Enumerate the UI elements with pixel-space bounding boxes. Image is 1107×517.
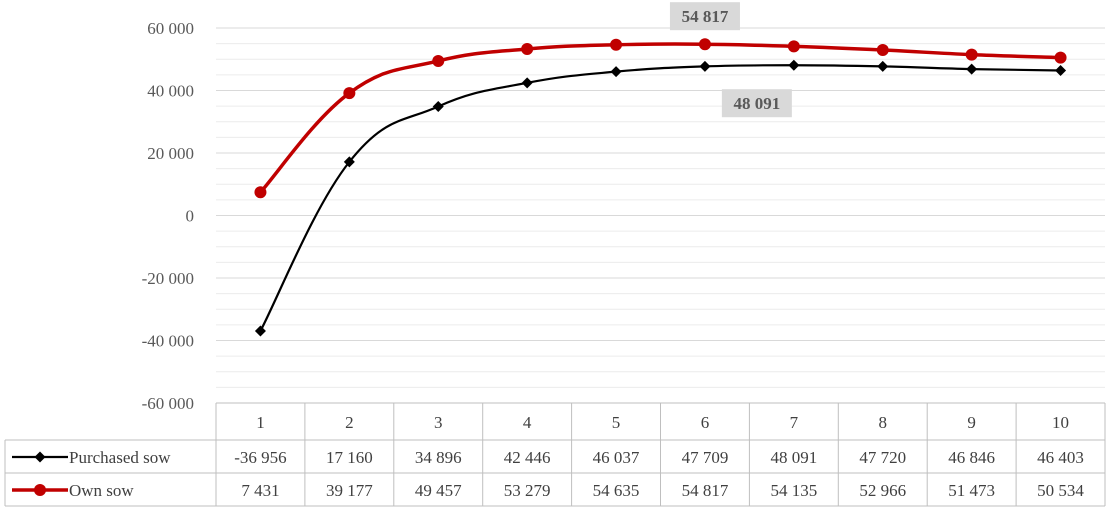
y-tick-label: -40 000 [142, 332, 194, 351]
table-cell-value: 53 279 [504, 481, 551, 500]
table-cell-value: 49 457 [415, 481, 462, 500]
data-point [343, 87, 356, 100]
table-cell-value: 17 160 [326, 448, 373, 467]
data-point [1055, 64, 1067, 76]
data-point [521, 43, 534, 56]
series-line [259, 64, 1062, 333]
table-cell-value: 46 403 [1037, 448, 1084, 467]
category-label: 5 [612, 413, 621, 432]
data-point [521, 77, 533, 89]
table-cell-value: 50 534 [1037, 481, 1084, 500]
table-cell-value: 7 431 [241, 481, 279, 500]
table-cell-value: 54 135 [770, 481, 817, 500]
table-cell-value: 54 817 [682, 481, 729, 500]
table-cell-value: 47 720 [859, 448, 906, 467]
callout-label: 54 817 [682, 7, 729, 26]
table-cell-value: 46 037 [593, 448, 640, 467]
y-tick-label: 20 000 [147, 144, 194, 163]
data-point [254, 325, 266, 337]
callout-label: 48 091 [733, 94, 780, 113]
category-label: 10 [1052, 413, 1069, 432]
callout-box [669, 2, 740, 31]
category-label: 6 [701, 413, 710, 432]
data-point [788, 59, 800, 71]
data-point [610, 66, 622, 78]
table-cell-value: 34 896 [415, 448, 462, 467]
data-point [876, 43, 889, 56]
category-label: 9 [967, 413, 976, 432]
category-label: 8 [879, 413, 888, 432]
data-point [966, 63, 978, 75]
table-cell-value: 48 091 [770, 448, 817, 467]
y-tick-label: -20 000 [142, 269, 194, 288]
callout-box [721, 89, 792, 118]
y-tick-label: 60 000 [147, 19, 194, 38]
data-point [787, 40, 800, 53]
table-cell-value: 42 446 [504, 448, 551, 467]
category-label: 2 [345, 413, 354, 432]
series-line [258, 42, 1063, 195]
table-cell-value: 39 177 [326, 481, 373, 500]
data-point [432, 100, 444, 112]
data-point [1054, 51, 1067, 64]
table-cell-value: 46 846 [948, 448, 995, 467]
y-tick-label: 0 [186, 207, 195, 226]
y-tick-label: -60 000 [142, 394, 194, 413]
table-cell-value: 54 635 [593, 481, 640, 500]
legend-label: Purchased sow [69, 448, 171, 467]
data-point [698, 38, 711, 51]
category-label: 4 [523, 413, 532, 432]
category-label: 1 [256, 413, 265, 432]
category-label: 3 [434, 413, 443, 432]
data-point [343, 156, 355, 168]
data-point [610, 38, 623, 51]
legend-label: Own sow [69, 481, 134, 500]
data-point [877, 60, 889, 72]
data-point [432, 54, 445, 67]
table-cell-value: 47 709 [682, 448, 729, 467]
category-label: 7 [790, 413, 799, 432]
data-point [699, 60, 711, 72]
y-tick-label: 40 000 [147, 82, 194, 101]
table-cell-value: 51 473 [948, 481, 995, 500]
table-cell-value: -36 956 [234, 448, 286, 467]
data-point [254, 186, 267, 199]
data-point [34, 451, 46, 463]
data-point [965, 48, 978, 61]
data-point [34, 484, 46, 496]
table-cell-value: 52 966 [859, 481, 906, 500]
